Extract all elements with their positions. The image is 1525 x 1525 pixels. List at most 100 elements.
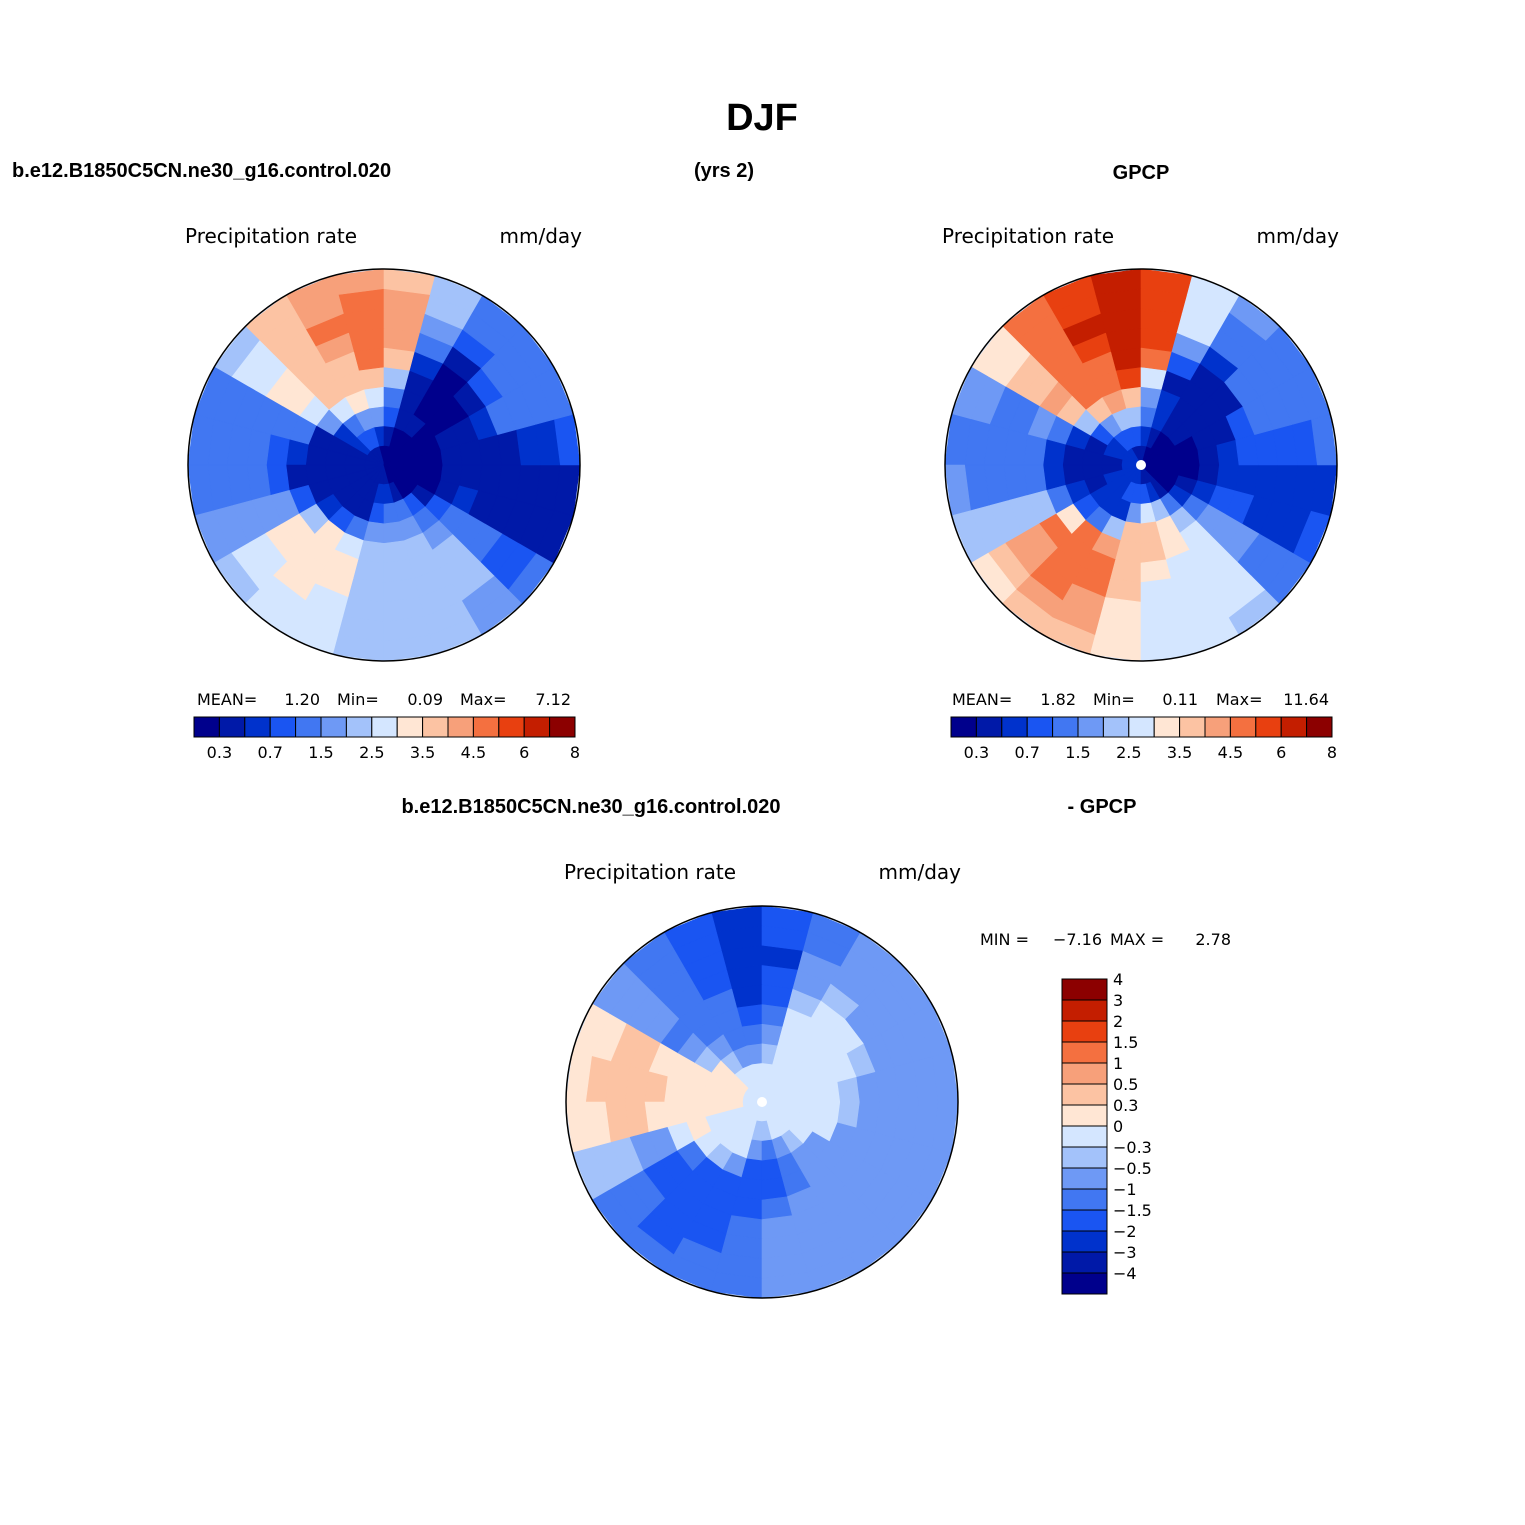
model-map-border: [187, 268, 581, 662]
difference-colorbar-box: [1061, 1020, 1108, 1043]
model-max-label: Max=: [460, 690, 506, 709]
difference-colorbar-box: [1061, 1104, 1108, 1127]
gpcp-colorbar-tick-label: 2.5: [1116, 743, 1141, 762]
model-colorbar-box: [345, 716, 373, 738]
difference-max-label: MAX =: [1110, 930, 1164, 949]
model-colorbar-box: [447, 716, 474, 738]
difference-colorbar-box: [1061, 999, 1108, 1022]
gpcp-colorbar-tick-label: 4.5: [1218, 743, 1243, 762]
difference-variable-label: Precipitation rate: [564, 860, 736, 884]
model-colorbar-box: [498, 716, 525, 738]
difference-colorbar-box: [1061, 1251, 1108, 1274]
gpcp-mean-label: MEAN=: [952, 690, 1012, 709]
gpcp-variable-label: Precipitation rate: [942, 224, 1114, 248]
gpcp-colorbar-tick-label: 0.7: [1014, 743, 1039, 762]
figure-title: DJF: [726, 97, 798, 139]
model-variable-label: Precipitation rate: [185, 224, 357, 248]
difference-colorbar-tick-label: 0.3: [1113, 1096, 1138, 1115]
difference-colorbar-tick-label: −4: [1113, 1264, 1137, 1283]
gpcp-colorbar-box: [1229, 716, 1257, 738]
model-colorbar-box: [320, 716, 347, 738]
gpcp-colorbar-box: [1153, 716, 1181, 738]
gpcp-pole-mark: [1136, 460, 1146, 470]
difference-map-border: [565, 905, 959, 1299]
model-colorbar-box: [218, 716, 246, 738]
gpcp-polar-map: [944, 268, 1338, 662]
model-colorbar-tick-label: 3.5: [410, 743, 435, 762]
difference-colorbar-box: [1061, 1083, 1108, 1106]
gpcp-colorbar-box: [1001, 716, 1028, 738]
top-center-years-label: (yrs 2): [694, 160, 754, 182]
difference-colorbar-tick-label: 4: [1113, 970, 1123, 989]
difference-colorbar-tick-label: 1.5: [1113, 1033, 1138, 1052]
difference-min-value: −7.16: [1053, 930, 1102, 949]
gpcp-colorbar-box: [1306, 716, 1333, 738]
gpcp-panel: Precipitation rate mm/day MEAN= 1.82 Min…: [942, 224, 1339, 762]
model-max-value: 7.12: [535, 690, 571, 709]
difference-pole-mark: [757, 1097, 767, 1107]
model-colorbar-tick-label: 0.7: [257, 743, 282, 762]
model-colorbar-tick-label: 6: [519, 743, 529, 762]
model-colorbar-tick-label: 2.5: [359, 743, 384, 762]
difference-units-label: mm/day: [879, 860, 962, 884]
model-colorbar-box: [269, 716, 297, 738]
model-colorbar-tick-label: 0.3: [207, 743, 232, 762]
difference-min-label: MIN =: [980, 930, 1029, 949]
model-colorbar-tick-label: 8: [570, 743, 580, 762]
difference-colorbar-tick-label: −2: [1113, 1222, 1137, 1241]
model-colorbar-tick-label: 4.5: [461, 743, 486, 762]
model-colorbar: 0.3 0.7 1.5 2.5 3.5 4.5 6 8: [193, 716, 580, 762]
difference-colorbar-tick-label: −0.5: [1113, 1159, 1152, 1178]
model-mean-label: MEAN=: [197, 690, 257, 709]
difference-colorbar-box: [1061, 1146, 1108, 1169]
difference-colorbar-tick-label: −3: [1113, 1243, 1137, 1262]
gpcp-min-value: 0.11: [1162, 690, 1198, 709]
gpcp-colorbar-tick-label: 6: [1276, 743, 1286, 762]
model-mean-value: 1.20: [284, 690, 320, 709]
difference-colorbar-box: [1061, 1062, 1108, 1085]
gpcp-colorbar-box: [1179, 716, 1206, 738]
gpcp-colorbar-tick-label: 8: [1327, 743, 1337, 762]
difference-panel: Precipitation rate mm/day MIN = −7.16 MA…: [564, 860, 1231, 1299]
model-colorbar-box: [396, 716, 424, 738]
difference-colorbar-tick-label: −0.3: [1113, 1138, 1152, 1157]
model-min-value: 0.09: [407, 690, 443, 709]
difference-colorbar-tick-label: −1: [1113, 1180, 1137, 1199]
gpcp-colorbar-box: [950, 716, 977, 738]
bottom-right-diff-label: - GPCP: [1068, 796, 1137, 818]
difference-colorbar-box: [1061, 1125, 1108, 1148]
model-colorbar-box: [193, 716, 220, 738]
gpcp-colorbar-box: [1052, 716, 1079, 738]
gpcp-stats: MEAN= 1.82 Min= 0.11 Max= 11.64: [952, 690, 1329, 709]
difference-colorbar-tick-label: 1: [1113, 1054, 1123, 1073]
model-min-label: Min=: [337, 690, 379, 709]
gpcp-colorbar-box: [975, 716, 1003, 738]
difference-stats: MIN = −7.16 MAX = 2.78: [980, 930, 1231, 949]
difference-max-value: 2.78: [1195, 930, 1231, 949]
gpcp-colorbar-box: [1077, 716, 1104, 738]
difference-polar-map: [565, 905, 959, 1299]
difference-colorbar-box: [1061, 1230, 1108, 1253]
gpcp-max-value: 11.64: [1283, 690, 1329, 709]
difference-colorbar-box: [1061, 1272, 1108, 1295]
gpcp-min-label: Min=: [1093, 690, 1135, 709]
gpcp-colorbar-tick-label: 1.5: [1065, 743, 1090, 762]
gpcp-colorbar-box: [1102, 716, 1130, 738]
model-stats: MEAN= 1.20 Min= 0.09 Max= 7.12: [197, 690, 571, 709]
model-colorbar-box: [244, 716, 271, 738]
gpcp-mean-value: 1.82: [1040, 690, 1076, 709]
model-colorbar-box: [422, 716, 449, 738]
difference-colorbar-box: [1061, 1209, 1108, 1232]
top-right-obs-label: GPCP: [1113, 162, 1170, 184]
model-panel: Precipitation rate mm/day MEAN= 1.20 Min…: [185, 224, 582, 762]
gpcp-map-border: [944, 268, 1338, 662]
top-left-case-label: b.e12.B1850C5CN.ne30_g16.control.020: [12, 160, 391, 182]
model-colorbar-box: [371, 716, 398, 738]
difference-colorbar-box: [1061, 1041, 1108, 1064]
model-colorbar-box: [295, 716, 322, 738]
gpcp-units-label: mm/day: [1257, 224, 1340, 248]
difference-colorbar-box: [1061, 1167, 1108, 1190]
difference-colorbar-tick-label: 0: [1113, 1117, 1123, 1136]
gpcp-colorbar: 0.3 0.7 1.5 2.5 3.5 4.5 6 8: [950, 716, 1337, 762]
